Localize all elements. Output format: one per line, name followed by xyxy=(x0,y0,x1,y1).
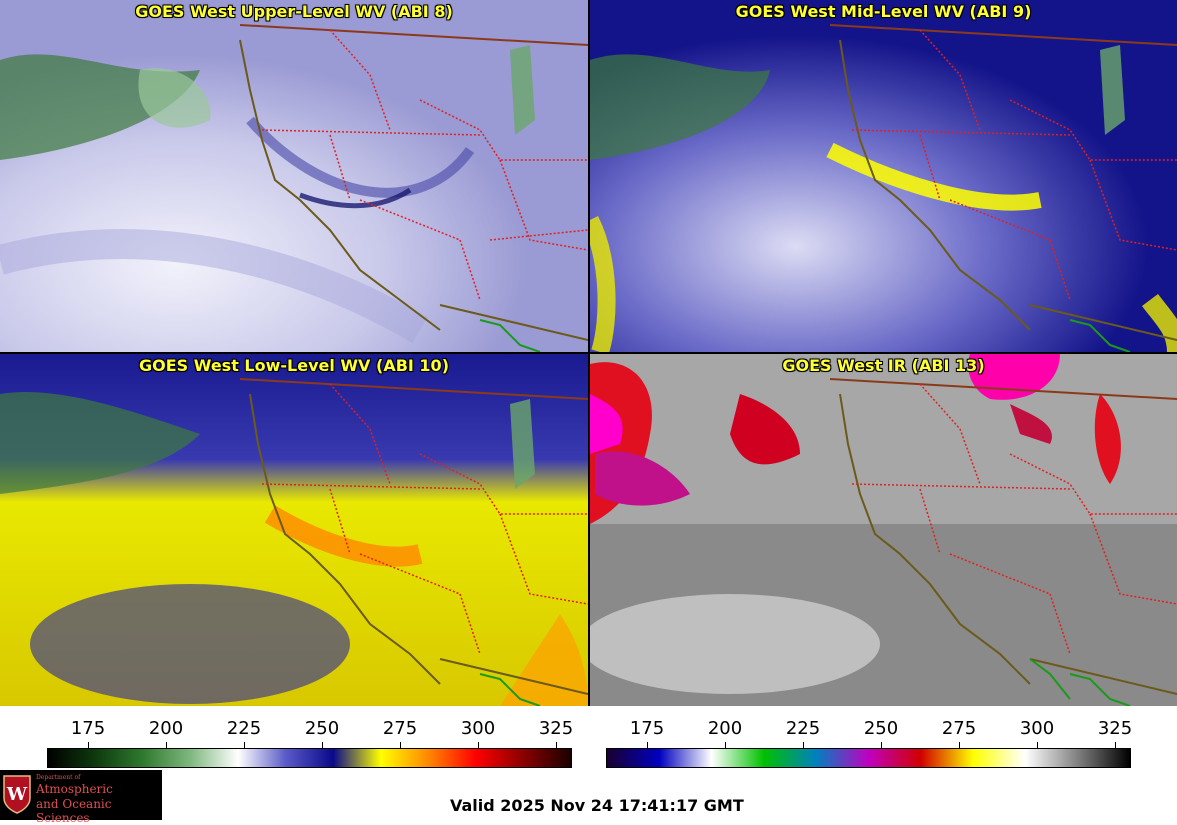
panel-upper-wv: GOES West Upper-Level WV (ABI 8) xyxy=(0,0,588,352)
ir-colorbar xyxy=(606,748,1131,768)
panel-title: GOES West IR (ABI 13) xyxy=(782,356,985,375)
wv-tick-label: 225 xyxy=(226,718,262,739)
ir-tick-marks xyxy=(606,742,1131,748)
ir-image xyxy=(590,354,1177,706)
crest-letter: W xyxy=(6,784,28,805)
wv-tick-label: 275 xyxy=(382,718,418,739)
wv-tick-marks xyxy=(47,742,572,748)
panel-low-wv: GOES West Low-Level WV (ABI 10) xyxy=(0,354,588,706)
wv-tick-label: 175 xyxy=(70,718,106,739)
ir-tick-label: 175 xyxy=(629,718,665,739)
ir-tick-label: 275 xyxy=(941,718,977,739)
panel-divider-horizontal xyxy=(0,352,1177,354)
upper-wv-image xyxy=(0,0,588,352)
wv-tick-label: 250 xyxy=(304,718,340,739)
panel-ir: GOES West IR (ABI 13) xyxy=(590,354,1177,706)
mid-wv-image xyxy=(590,0,1177,352)
panel-title: GOES West Mid-Level WV (ABI 9) xyxy=(735,2,1032,21)
panel-title: GOES West Low-Level WV (ABI 10) xyxy=(138,356,449,375)
ir-tick-label: 200 xyxy=(707,718,743,739)
logo-line1: Atmospheric xyxy=(36,782,113,796)
aos-logo[interactable]: W Department of Atmospheric and Oceanic … xyxy=(0,770,162,825)
low-wv-image xyxy=(0,354,588,706)
panel-title: GOES West Upper-Level WV (ABI 8) xyxy=(135,2,453,21)
wv-tick-label: 200 xyxy=(148,718,184,739)
ir-tick-label: 225 xyxy=(785,718,821,739)
wv-colorbar xyxy=(47,748,572,768)
panel-mid-wv: GOES West Mid-Level WV (ABI 9) xyxy=(590,0,1177,352)
valid-time: Valid 2025 Nov 24 17:41:17 GMT xyxy=(450,796,744,815)
uw-crest-icon: W xyxy=(3,775,31,814)
ir-tick-label: 325 xyxy=(1097,718,1133,739)
ir-tick-label: 250 xyxy=(863,718,899,739)
wv-tick-label: 325 xyxy=(538,718,574,739)
wv-tick-labels: 175 200 225 250 275 300 325 xyxy=(47,718,574,740)
ir-tick-label: 300 xyxy=(1019,718,1055,739)
ir-tick-labels: 175 200 225 250 275 300 325 xyxy=(606,718,1133,740)
wv-tick-label: 300 xyxy=(460,718,496,739)
logo-line2: and Oceanic Sciences xyxy=(36,797,112,825)
logo-dept: Department of xyxy=(36,774,81,781)
